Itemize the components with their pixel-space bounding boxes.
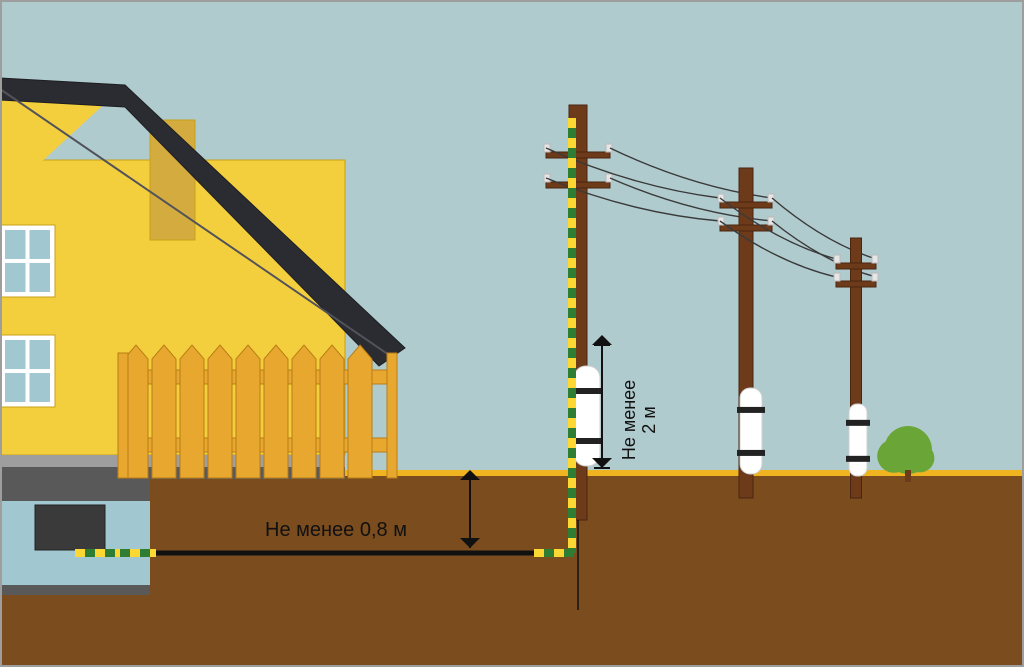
electrical-box <box>35 505 105 550</box>
depth-label: Не менее 0,8 м <box>265 519 407 541</box>
basement-floor <box>0 585 150 595</box>
pole-guard <box>737 388 765 474</box>
ground <box>0 473 1024 667</box>
window <box>0 225 55 297</box>
diagram-canvas: Не менее 0,8 мНе менее2 м <box>0 0 1024 667</box>
fence <box>118 345 397 478</box>
pole-guard <box>846 404 870 476</box>
window <box>0 335 55 407</box>
